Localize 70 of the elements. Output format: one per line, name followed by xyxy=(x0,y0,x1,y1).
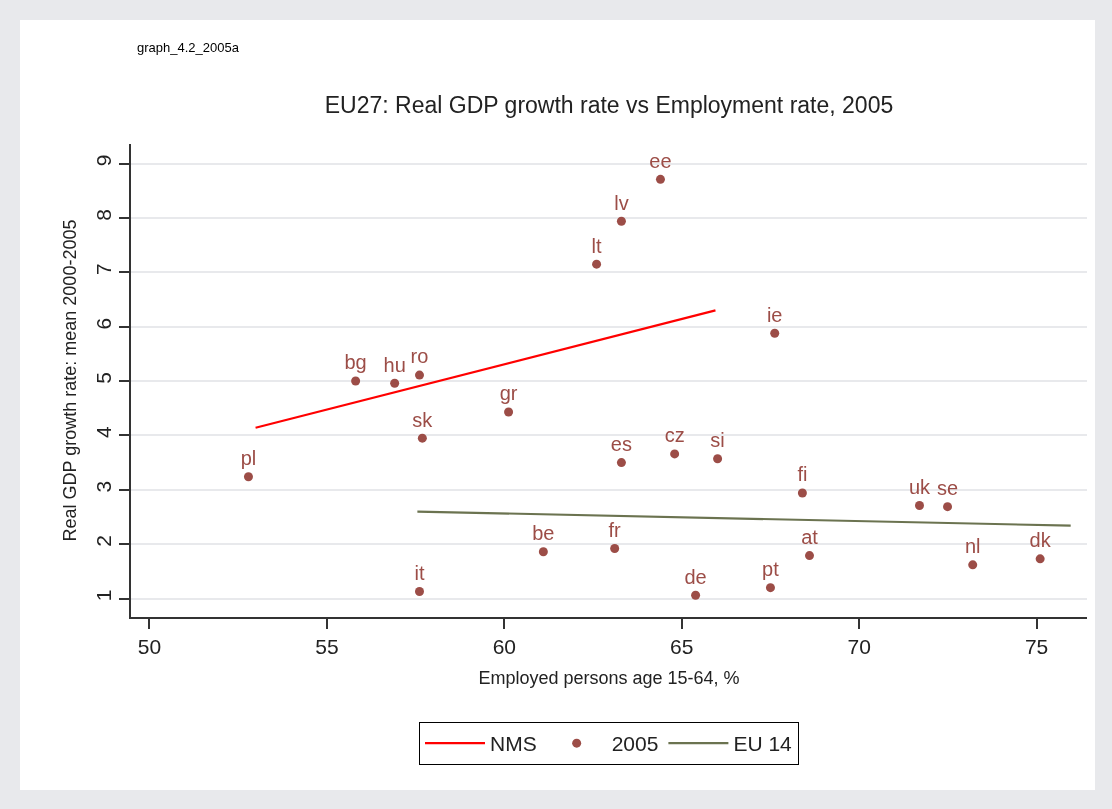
text: graph_4.2_2005a xyxy=(137,40,240,55)
data-label: fi xyxy=(797,463,808,486)
x-tick-label: 60 xyxy=(492,635,516,659)
y-axis-title: Real GDP growth rate: mean 2000-2005 xyxy=(60,219,81,542)
data-label: ee xyxy=(649,149,672,172)
x-axis-title: Employed persons age 15-64, % xyxy=(478,667,740,688)
data-label: ie xyxy=(766,303,783,326)
data-label: es xyxy=(610,432,632,455)
point xyxy=(943,502,953,512)
y-tick-label: 3 xyxy=(91,480,115,493)
point xyxy=(1035,554,1045,564)
legend-label: EU 14 xyxy=(733,732,793,756)
point xyxy=(616,458,626,468)
data-label: at xyxy=(801,525,819,548)
point xyxy=(770,328,780,338)
y-tick-label: 7 xyxy=(91,263,115,275)
point xyxy=(765,583,775,593)
data-label: de xyxy=(684,565,707,588)
data-label: nl xyxy=(964,535,981,558)
y-tick-label: 6 xyxy=(91,317,115,330)
point xyxy=(797,488,807,498)
point xyxy=(243,472,253,482)
data-label: dk xyxy=(1029,529,1052,552)
x-tick-label: 65 xyxy=(670,635,694,659)
data-label: it xyxy=(414,561,425,584)
x-tick-label: 55 xyxy=(315,635,339,659)
point xyxy=(915,501,924,511)
point xyxy=(504,407,514,417)
data-label: se xyxy=(936,477,959,500)
point xyxy=(713,454,723,464)
data-label: lt xyxy=(591,234,603,257)
point xyxy=(415,370,424,380)
x-tick-label: 75 xyxy=(1024,635,1049,659)
y-tick-label: 5 xyxy=(91,372,115,384)
point xyxy=(538,547,548,557)
y-tick-label: 8 xyxy=(91,208,115,221)
point xyxy=(691,590,701,600)
data-label: cz xyxy=(664,424,685,447)
legend-label: NMS xyxy=(490,732,537,756)
point xyxy=(415,586,424,596)
point xyxy=(351,376,361,386)
data-label: fr xyxy=(608,518,622,541)
data-label: sk xyxy=(412,408,434,431)
point xyxy=(968,560,978,570)
y-tick-label: 1 xyxy=(91,589,115,602)
data-label: be xyxy=(532,522,555,545)
x-tick-label: 50 xyxy=(137,635,162,659)
y-tick-label: 4 xyxy=(91,426,115,439)
y-tick-label: 9 xyxy=(91,154,115,167)
point xyxy=(390,378,400,388)
chart-title: EU27: Real GDP growth rate vs Employment rate, 2005 xyxy=(324,92,894,119)
data-label: ro xyxy=(410,345,429,368)
legend-label: 2005 xyxy=(611,732,659,756)
data-label: lv xyxy=(614,191,629,214)
point xyxy=(610,544,620,553)
data-label: hu xyxy=(383,353,406,376)
y-tick-label: 2 xyxy=(91,535,115,547)
data-label: pt xyxy=(762,558,780,581)
point xyxy=(805,551,814,561)
point xyxy=(592,259,602,269)
x-tick-label: 70 xyxy=(847,635,871,659)
point xyxy=(670,449,680,459)
data-label: uk xyxy=(908,475,932,498)
point xyxy=(616,216,626,226)
point xyxy=(655,174,665,184)
data-label: pl xyxy=(240,447,257,470)
data-label: bg xyxy=(344,351,367,374)
point xyxy=(417,433,427,443)
data-label: gr xyxy=(499,382,518,405)
data-label: si xyxy=(710,429,725,452)
